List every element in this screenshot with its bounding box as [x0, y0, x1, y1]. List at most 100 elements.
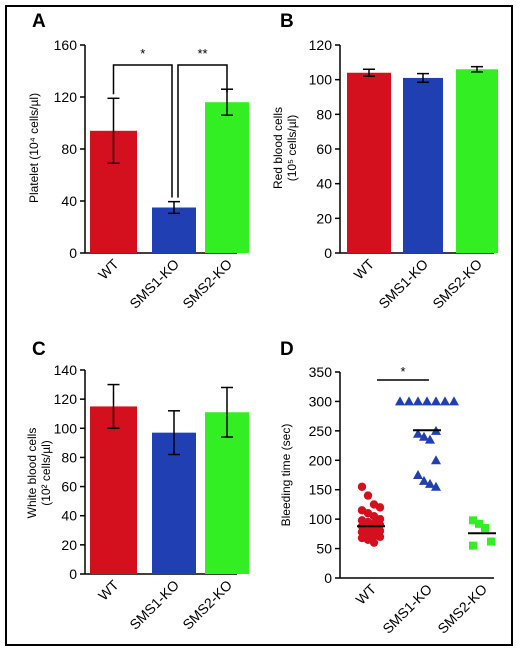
x-category-label: WT — [95, 576, 122, 603]
data-point — [431, 396, 441, 406]
data-point — [425, 478, 435, 488]
y-tick-label: 0 — [324, 245, 332, 261]
bar-sms2-ko — [205, 412, 249, 574]
bar-sms1-ko — [403, 77, 443, 253]
panel-letter: A — [32, 11, 46, 32]
panel-d: D Bleeding time (sec) 0 50 100 150 200 250 300 35… — [279, 339, 496, 637]
data-point — [431, 481, 441, 491]
significance-bracket — [112, 64, 173, 198]
y-tick-label: 160 — [54, 37, 78, 53]
y-tick-label: 40 — [61, 508, 77, 524]
bar-sms2-ko — [205, 102, 249, 253]
data-point — [404, 396, 414, 406]
y-tick-label: 0 — [69, 245, 77, 261]
bar-wt — [90, 406, 137, 574]
data-point — [449, 396, 459, 406]
y-axis-label: Platelet (10⁴ cells/µl) — [27, 93, 41, 203]
data-point — [363, 491, 373, 500]
x-category-label: SMS2-KO — [434, 581, 490, 637]
data-point — [425, 434, 435, 444]
y-tick-label: 40 — [316, 176, 332, 192]
data-point — [413, 428, 423, 438]
panel-letter: D — [280, 339, 294, 360]
x-category-label: SMS1-KO — [126, 256, 182, 312]
data-point — [487, 537, 495, 546]
y-axis-label-line: Red blood cells — [271, 107, 285, 189]
data-point — [369, 538, 379, 547]
significance-label: * — [400, 364, 405, 379]
data-point — [375, 503, 385, 512]
significance-bracket — [177, 64, 228, 198]
y-tick-label: 100 — [309, 511, 333, 527]
y-tick-label: 80 — [61, 141, 77, 157]
data-point — [375, 526, 385, 536]
y-axis-label-line: Bleeding time (sec) — [279, 424, 293, 527]
y-tick-label: 20 — [61, 537, 77, 553]
data-point — [431, 455, 441, 465]
x-category-label: SMS2-KO — [179, 577, 235, 633]
data-point — [475, 519, 483, 528]
y-axis-label: Red blood cells(10⁵ cells/µl) — [271, 107, 299, 189]
y-tick-label: 100 — [54, 420, 78, 436]
data-point — [440, 396, 450, 406]
x-category-label: WT — [352, 580, 379, 607]
y-tick-label: 140 — [54, 362, 78, 378]
bar-sms1-ko — [152, 207, 196, 253]
y-tick-label: 60 — [61, 479, 77, 495]
panel-letter: B — [280, 11, 294, 32]
y-axis-label-line: (10² cells/µl) — [39, 440, 53, 506]
y-tick-label: 60 — [316, 141, 332, 157]
data-point — [481, 523, 489, 532]
y-tick-label: 200 — [309, 452, 333, 468]
x-category-label: SMS2-KO — [429, 256, 485, 312]
panel-c: C White blood cells(10² cells/µl) 0 20 40 60 8… — [25, 339, 249, 633]
data-point — [469, 541, 477, 550]
data-point — [413, 470, 423, 479]
panel-b: B Red blood cells(10⁵ cells/µl) 0 20 40 60 80 1… — [271, 11, 498, 312]
data-point — [375, 532, 385, 541]
x-category-label: SMS1-KO — [375, 256, 431, 312]
data-point — [419, 431, 429, 441]
significance-label: ** — [197, 46, 207, 61]
data-point — [375, 514, 385, 524]
y-tick-label: 120 — [54, 391, 78, 407]
x-category-label: SMS1-KO — [126, 577, 182, 633]
y-axis-label-line: White blood cells — [25, 428, 39, 519]
bar-sms2-ko — [456, 69, 498, 254]
data-point — [357, 482, 367, 491]
y-tick-label: 120 — [54, 89, 78, 105]
y-tick-label: 250 — [309, 423, 333, 439]
y-tick-label: 300 — [309, 393, 333, 409]
y-tick-label: 100 — [309, 72, 333, 88]
bar-wt — [347, 72, 391, 253]
y-tick-label: 80 — [61, 449, 77, 465]
bar-sms1-ko — [152, 432, 196, 574]
y-tick-label: 20 — [316, 210, 332, 226]
y-tick-label: 0 — [324, 570, 332, 586]
y-tick-label: 0 — [69, 566, 77, 582]
data-point — [395, 396, 405, 406]
data-point — [469, 516, 477, 525]
data-point — [422, 396, 432, 406]
y-axis-label-line: Platelet (10⁴ cells/µl) — [27, 93, 41, 203]
x-category-label: WT — [350, 255, 377, 282]
x-category-label: SMS2-KO — [179, 256, 235, 312]
y-axis-label-line: (10⁵ cells/µl) — [285, 115, 299, 182]
data-point — [413, 396, 423, 406]
data-point — [419, 475, 429, 485]
y-axis-label: White blood cells(10² cells/µl) — [25, 428, 53, 519]
y-tick-label: 40 — [61, 193, 77, 209]
x-category-label: SMS1-KO — [379, 581, 435, 637]
y-tick-label: 120 — [309, 37, 333, 53]
y-tick-label: 350 — [309, 364, 333, 380]
significance-label: * — [140, 46, 145, 61]
x-category-label: WT — [95, 255, 122, 282]
y-tick-label: 50 — [316, 541, 332, 557]
y-tick-label: 150 — [309, 482, 333, 498]
panel-letter: C — [32, 339, 46, 360]
y-tick-label: 80 — [316, 106, 332, 122]
y-axis-label: Bleeding time (sec) — [279, 424, 293, 527]
